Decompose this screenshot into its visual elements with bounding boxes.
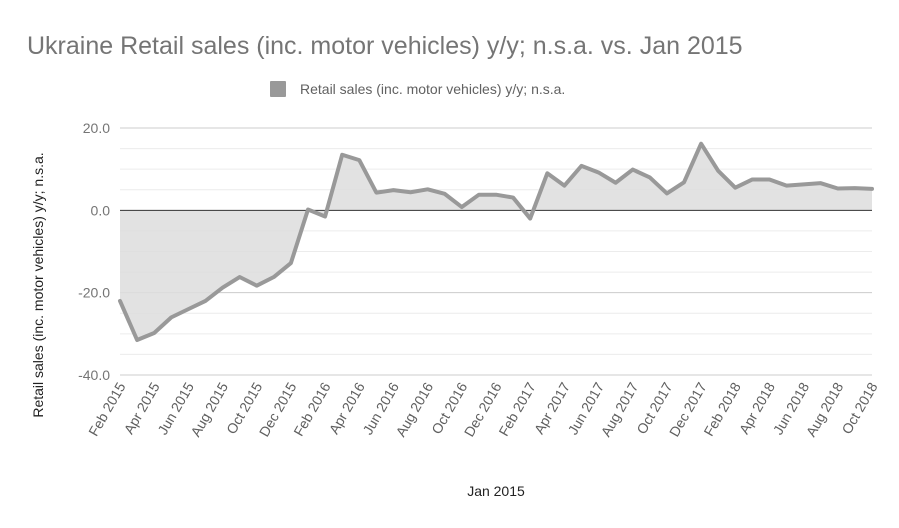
y-tick-label: -20.0 — [78, 285, 110, 301]
legend-label: Retail sales (inc. motor vehicles) y/y; … — [300, 81, 565, 97]
data-point — [443, 192, 447, 196]
data-point — [409, 190, 413, 194]
y-tick-label: 0.0 — [91, 202, 111, 218]
x-axis-title: Jan 2015 — [467, 483, 525, 499]
data-point — [203, 299, 207, 303]
data-point — [152, 331, 156, 335]
data-point — [306, 208, 310, 212]
data-point — [323, 215, 327, 219]
data-point — [357, 158, 361, 162]
data-point — [785, 184, 789, 188]
data-point — [391, 188, 395, 192]
data-point — [665, 191, 669, 195]
data-point — [836, 187, 840, 191]
data-point — [716, 169, 720, 173]
y-tick-label: 20.0 — [83, 120, 110, 136]
data-point — [733, 186, 737, 190]
data-point — [562, 184, 566, 188]
data-point — [169, 315, 173, 319]
data-point — [648, 175, 652, 179]
data-point — [699, 142, 703, 146]
data-point — [682, 180, 686, 184]
data-point — [135, 338, 139, 342]
data-point — [579, 164, 583, 168]
data-point — [238, 275, 242, 279]
y-tick-label: -40.0 — [78, 367, 110, 383]
data-point — [255, 284, 259, 288]
data-point — [853, 186, 857, 190]
data-point — [374, 191, 378, 195]
data-point — [545, 171, 549, 175]
area-fill — [120, 143, 872, 341]
series-line — [118, 141, 874, 343]
data-point — [118, 299, 122, 303]
data-point — [221, 286, 225, 290]
data-point — [340, 153, 344, 157]
data-point — [802, 182, 806, 186]
data-point — [272, 275, 276, 279]
data-point — [528, 217, 532, 221]
data-point — [477, 193, 481, 197]
legend: Retail sales (inc. motor vehicles) y/y; … — [270, 81, 565, 97]
y-ticks: 20.0 0.0 -20.0 -40.0 — [78, 120, 110, 383]
data-point — [819, 181, 823, 185]
chart-title: Ukraine Retail sales (inc. motor vehicle… — [27, 32, 743, 60]
y-axis-title: Retail sales (inc. motor vehicles) y/y; … — [30, 152, 46, 417]
area-path — [120, 143, 872, 341]
series-line-path — [118, 141, 874, 343]
data-point — [511, 196, 515, 200]
data-point — [289, 261, 293, 265]
data-point — [750, 177, 754, 181]
data-point — [494, 193, 498, 197]
data-point — [426, 187, 430, 191]
data-point — [460, 205, 464, 209]
data-point — [186, 307, 190, 311]
data-point — [614, 181, 618, 185]
data-point — [597, 170, 601, 174]
legend-swatch — [270, 81, 286, 97]
data-point — [631, 168, 635, 172]
data-point — [870, 187, 874, 191]
data-point — [767, 177, 771, 181]
